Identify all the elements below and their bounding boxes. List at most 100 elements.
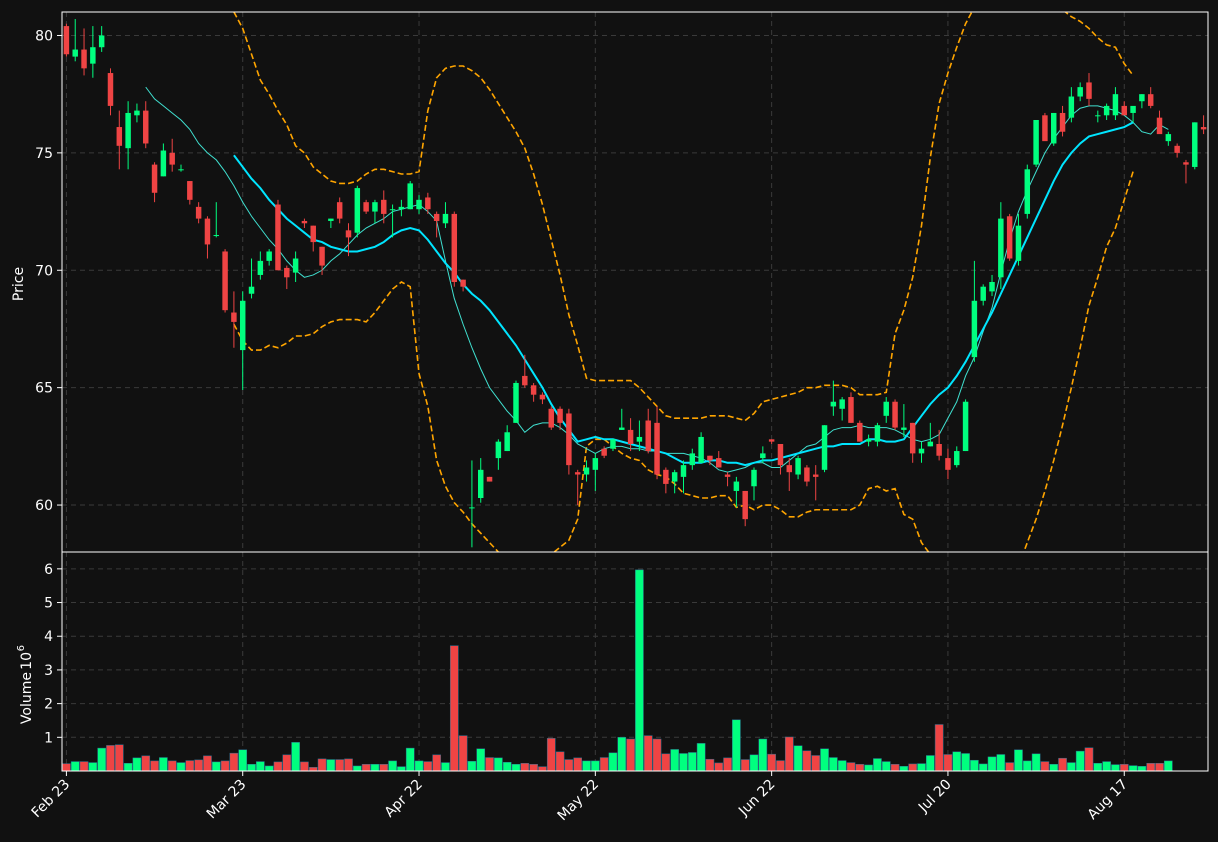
candle-body	[222, 251, 228, 311]
x-axis-ticks: Feb 23 Mar 23 Apr 22 May 22 Jun 22 Jul 20 Aug …	[29, 771, 1131, 824]
volume-tick-label: 3	[44, 663, 53, 679]
volume-bar	[326, 759, 336, 772]
candle-body	[804, 467, 810, 482]
volume-bar	[282, 754, 292, 772]
volume-bar	[599, 757, 609, 772]
volume-bar	[353, 765, 362, 772]
x-tick-label: Mar 23	[204, 777, 250, 823]
candle-body	[1174, 145, 1180, 153]
volume-bar	[546, 738, 556, 772]
candle-body	[292, 258, 299, 273]
volume-bar	[1128, 765, 1138, 772]
candle-body	[231, 312, 237, 322]
volume-bar	[696, 743, 706, 772]
volume-axis-multiplier: 10	[19, 652, 35, 670]
volume-bar	[864, 764, 873, 772]
candle-body	[1068, 96, 1075, 118]
candle-body	[530, 385, 537, 395]
volume-axis-exponent: 6	[16, 645, 27, 651]
volume-bar	[608, 752, 618, 772]
candle-body	[566, 413, 572, 466]
volume-bar	[837, 760, 847, 772]
candle-body	[989, 282, 995, 292]
candle-body	[786, 465, 793, 473]
volume-bar	[211, 761, 221, 772]
volume-bar	[917, 763, 926, 772]
price-tick-label: 75	[35, 146, 53, 162]
price-frame-border	[61, 11, 1209, 553]
volume-bar	[291, 742, 300, 772]
volume-bar	[643, 735, 653, 772]
volume-bar	[79, 761, 89, 772]
candle-body	[698, 436, 704, 463]
volume-bar	[714, 762, 724, 772]
volume-bar	[1146, 763, 1156, 772]
price-tick-label: 70	[35, 263, 53, 279]
x-tick-label: Aug 17	[1085, 777, 1131, 823]
candle-body	[671, 472, 678, 482]
volume-bar	[1155, 763, 1164, 772]
candle-body	[1165, 134, 1172, 142]
candle-body	[1033, 120, 1039, 165]
candle-body	[213, 235, 220, 237]
candle-body	[892, 401, 898, 428]
candle-body	[301, 220, 308, 224]
candle-body	[610, 439, 616, 449]
volume-bar	[405, 747, 415, 772]
candle-body	[901, 427, 907, 430]
volume-bar	[132, 757, 142, 772]
candle-body	[1042, 115, 1048, 142]
price-y-ticks: 60 65 70 75 80	[35, 28, 62, 514]
candle-body	[883, 401, 889, 416]
candle-body	[1192, 122, 1198, 167]
volume-bar	[1164, 760, 1173, 772]
volume-bar	[908, 763, 917, 772]
price-tick-label: 60	[35, 498, 53, 514]
candle-body	[398, 206, 405, 210]
volume-tick-label: 5	[44, 596, 53, 612]
volume-bar	[317, 758, 327, 772]
volume-bar	[1014, 749, 1023, 772]
volume-bar	[150, 760, 159, 772]
bollinger-lower-line	[233, 171, 1134, 552]
volume-bar	[890, 764, 900, 772]
volume-bar	[652, 738, 662, 772]
candle-body	[601, 448, 607, 456]
volume-bar	[635, 569, 644, 772]
volume-bar	[106, 745, 115, 772]
candle-body	[760, 453, 766, 459]
candle-body	[372, 202, 378, 212]
candle-body	[1006, 216, 1013, 259]
candle-body	[1130, 105, 1136, 113]
candle-body	[592, 458, 599, 470]
candle-body	[363, 202, 369, 212]
volume-bar	[961, 753, 970, 772]
volume-bar	[555, 751, 565, 772]
volume-bar	[194, 759, 203, 772]
volume-bar	[926, 755, 935, 772]
candle-body	[266, 251, 272, 261]
volume-tick-label: 2	[44, 697, 53, 713]
candle-body	[187, 181, 193, 200]
price-axis-label: Price	[11, 267, 27, 301]
volume-bar	[529, 764, 538, 772]
candle-body	[936, 444, 942, 456]
volume-bar	[1058, 757, 1067, 772]
candle-body	[178, 169, 184, 171]
volume-bar	[705, 758, 715, 772]
volume-bar	[114, 744, 124, 772]
candle-body	[328, 218, 334, 221]
bollinger-bands	[233, 12, 1134, 552]
volume-bar	[264, 765, 274, 772]
volume-bar	[670, 749, 679, 772]
candle-body	[1077, 87, 1083, 97]
candle-body	[416, 199, 422, 210]
volume-bar	[1022, 760, 1032, 772]
volume-bar	[1084, 747, 1094, 772]
volume-bar	[661, 753, 671, 772]
volume-bar	[784, 736, 794, 772]
volume-bar	[344, 758, 353, 772]
volume-bar	[520, 763, 530, 772]
volume-bar	[238, 749, 248, 772]
candle-body	[751, 469, 757, 487]
